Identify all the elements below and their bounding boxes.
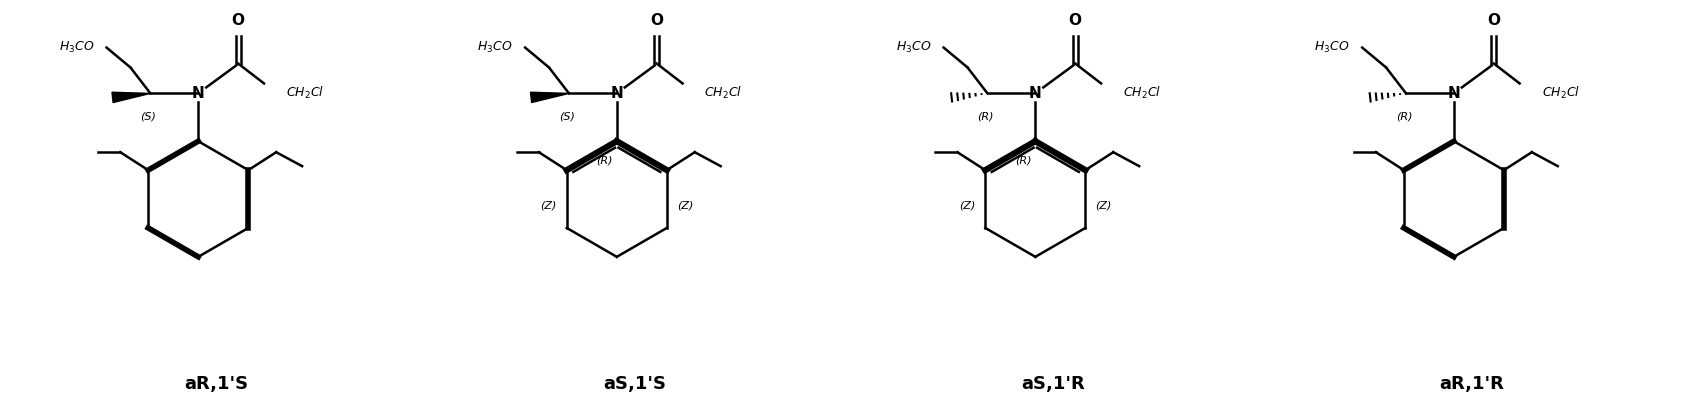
Text: (Z): (Z) xyxy=(540,200,557,210)
Text: $H_3CO$: $H_3CO$ xyxy=(896,40,932,55)
Text: (S): (S) xyxy=(140,111,157,121)
Text: $CH_2Cl$: $CH_2Cl$ xyxy=(704,85,743,102)
Text: $CH_2Cl$: $CH_2Cl$ xyxy=(1541,85,1580,102)
Text: aS,1'S: aS,1'S xyxy=(603,375,667,393)
Text: (Z): (Z) xyxy=(1096,200,1112,210)
Text: (R): (R) xyxy=(596,155,613,165)
Text: (Z): (Z) xyxy=(959,200,976,210)
Text: N: N xyxy=(1030,86,1041,101)
Polygon shape xyxy=(530,92,569,102)
Text: (R): (R) xyxy=(1396,111,1413,121)
Text: aR,1'S: aR,1'S xyxy=(184,375,248,393)
Text: $H_3CO$: $H_3CO$ xyxy=(478,40,513,55)
Text: O: O xyxy=(1487,13,1501,28)
Text: $CH_2Cl$: $CH_2Cl$ xyxy=(1123,85,1161,102)
Text: aS,1'R: aS,1'R xyxy=(1021,375,1085,393)
Polygon shape xyxy=(111,92,150,102)
Text: (Z): (Z) xyxy=(677,200,694,210)
Text: N: N xyxy=(611,86,623,101)
Text: $H_3CO$: $H_3CO$ xyxy=(59,40,95,55)
Text: (R): (R) xyxy=(977,111,994,121)
Text: $CH_2Cl$: $CH_2Cl$ xyxy=(285,85,324,102)
Text: $H_3CO$: $H_3CO$ xyxy=(1315,40,1350,55)
Text: N: N xyxy=(192,86,204,101)
Text: (S): (S) xyxy=(559,111,576,121)
Text: O: O xyxy=(650,13,663,28)
Text: O: O xyxy=(231,13,245,28)
Text: N: N xyxy=(1448,86,1460,101)
Text: O: O xyxy=(1069,13,1082,28)
Text: (R): (R) xyxy=(1014,155,1031,165)
Text: aR,1'R: aR,1'R xyxy=(1440,375,1504,393)
